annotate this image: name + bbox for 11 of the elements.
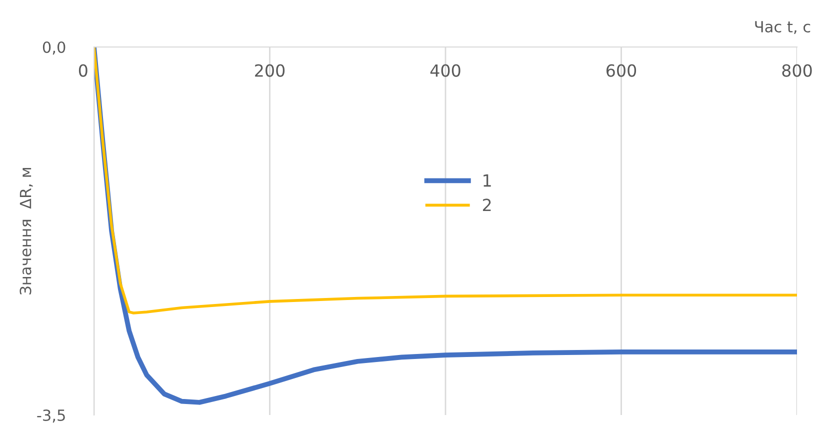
- y-axis-title: Значення ΔR, м: [20, 168, 33, 294]
- x-tick-label: 0: [78, 64, 88, 77]
- legend-label: 1: [484, 174, 491, 187]
- x-axis-title: Час t, с: [755, 21, 810, 34]
- x-tick-label: 200: [255, 64, 285, 77]
- y-tick-label: -3,5: [37, 409, 65, 423]
- x-tick-label: 800: [782, 64, 812, 77]
- legend-label: 2: [482, 198, 491, 212]
- x-tick-label: 600: [606, 64, 636, 77]
- y-tick-label: 0,0: [42, 41, 66, 55]
- x-tick-label: 400: [430, 64, 460, 77]
